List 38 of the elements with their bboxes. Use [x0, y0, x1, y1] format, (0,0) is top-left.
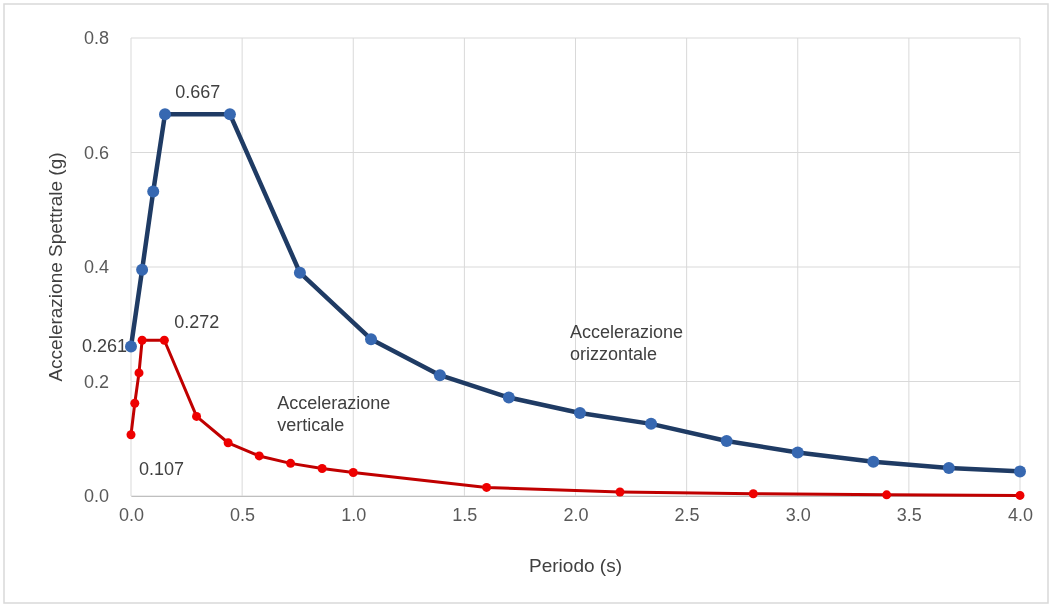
text: Accelerazione orizzontale	[569, 321, 684, 364]
y-tick-label: 0.4	[83, 257, 109, 278]
y-tick-label: 0.8	[83, 28, 109, 49]
point	[317, 464, 327, 474]
point	[159, 335, 169, 345]
point	[254, 451, 264, 461]
series-label: Accelerazione verticale	[277, 392, 391, 435]
point	[192, 411, 202, 421]
point	[130, 398, 140, 408]
annotation: 0.272	[174, 312, 220, 333]
point	[882, 490, 892, 500]
point	[286, 458, 296, 468]
x-tick-label: 1.0	[341, 504, 367, 525]
x-tick-label: 3.5	[896, 504, 922, 525]
x-tick-label: 0.5	[230, 504, 256, 525]
x-tick-label: 1.5	[452, 504, 478, 525]
y-tick-label: 0.2	[83, 371, 109, 392]
x-tick-label: 4.0	[1007, 504, 1034, 525]
point	[126, 430, 136, 440]
x-tick-label: 0.0	[118, 504, 145, 525]
point	[223, 438, 233, 448]
point	[134, 368, 144, 378]
x-tick-label: 2.0	[563, 504, 589, 525]
point	[1015, 490, 1025, 500]
annotation: 0.107	[139, 458, 185, 479]
x-axis-title: Periodo (s)	[529, 555, 622, 576]
annotation: 0.667	[175, 82, 221, 103]
annotation: 0.261	[81, 335, 127, 356]
x-tick-label: 3.0	[785, 504, 811, 525]
x-tick-label: 2.5	[674, 504, 700, 525]
point	[615, 487, 625, 497]
y-tick-label: 0.0	[83, 486, 109, 507]
point	[137, 335, 147, 345]
point	[748, 489, 758, 499]
y-axis-title: Accelerazione Spettrale (g)	[45, 152, 66, 382]
y-tick-label: 0.6	[83, 142, 109, 163]
point	[348, 468, 358, 478]
point	[482, 482, 492, 492]
